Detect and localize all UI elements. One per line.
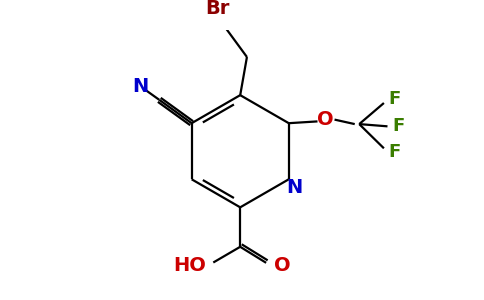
- Text: F: F: [388, 143, 401, 161]
- Text: N: N: [132, 77, 149, 96]
- Text: Br: Br: [206, 0, 230, 18]
- Text: O: O: [274, 256, 291, 275]
- Text: HO: HO: [173, 256, 206, 275]
- Text: F: F: [388, 90, 401, 108]
- Text: O: O: [317, 110, 334, 129]
- Text: N: N: [286, 178, 302, 197]
- Text: F: F: [393, 117, 405, 135]
